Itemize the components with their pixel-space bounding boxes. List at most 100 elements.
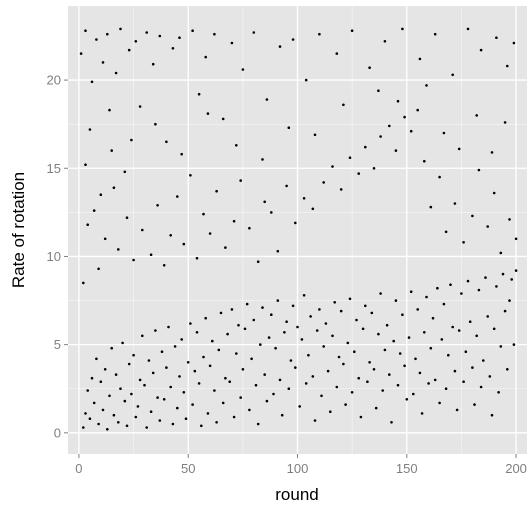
data-point: [302, 197, 306, 200]
data-point: [427, 382, 430, 385]
data-point: [388, 373, 391, 376]
data-point: [425, 84, 428, 87]
data-point: [322, 181, 326, 184]
data-point: [235, 352, 238, 355]
y-tick-label: 0: [54, 425, 61, 440]
data-point: [503, 121, 507, 124]
data-point: [173, 345, 177, 348]
data-point: [165, 140, 168, 144]
data-point: [364, 304, 367, 308]
data-point: [388, 124, 391, 128]
x-tick-label: 50: [181, 461, 195, 476]
data-point: [457, 147, 461, 151]
data-point: [239, 396, 242, 399]
data-point: [162, 398, 166, 401]
y-tick-label: 15: [47, 161, 61, 176]
data-point: [106, 32, 109, 36]
data-point: [79, 52, 83, 55]
data-point: [138, 378, 142, 382]
data-point: [204, 316, 207, 320]
data-point: [230, 41, 234, 45]
data-point: [398, 352, 402, 355]
data-point: [486, 225, 490, 228]
data-point: [455, 408, 459, 412]
data-point: [263, 373, 267, 376]
data-point: [442, 131, 446, 135]
data-point: [353, 350, 356, 354]
data-point: [191, 403, 194, 406]
data-point: [221, 117, 225, 121]
data-point: [381, 389, 385, 392]
data-point: [195, 256, 199, 260]
data-point: [119, 27, 122, 31]
data-point: [250, 357, 253, 361]
data-point: [372, 368, 376, 371]
data-point: [350, 391, 354, 394]
data-point: [272, 392, 275, 396]
data-point: [377, 332, 380, 336]
data-point: [154, 329, 157, 332]
data-point: [315, 329, 319, 332]
data-point: [339, 188, 343, 191]
data-point: [355, 318, 358, 322]
data-point: [127, 362, 131, 366]
data-point: [492, 191, 496, 195]
data-point: [195, 331, 199, 334]
data-point: [416, 108, 420, 112]
data-point: [285, 320, 288, 324]
data-point: [436, 286, 439, 290]
data-point: [221, 401, 225, 405]
data-point: [311, 375, 315, 378]
data-point: [136, 405, 140, 408]
data-point: [99, 380, 103, 384]
data-point: [291, 304, 295, 308]
data-point: [495, 36, 498, 39]
data-point: [506, 368, 509, 371]
data-point: [143, 383, 146, 387]
data-point: [348, 156, 352, 159]
data-point: [189, 174, 192, 177]
data-point: [230, 308, 234, 311]
data-point: [149, 253, 153, 256]
data-point: [348, 297, 352, 301]
data-point: [473, 403, 476, 406]
data-point: [479, 48, 483, 52]
data-point: [490, 413, 494, 417]
data-point: [276, 249, 280, 253]
data-point: [311, 207, 315, 211]
data-point: [162, 264, 166, 267]
data-point: [416, 308, 420, 311]
data-point: [119, 387, 122, 391]
data-point: [84, 29, 87, 32]
data-point: [298, 405, 302, 408]
data-point: [490, 151, 494, 154]
data-point: [477, 288, 481, 292]
data-point: [302, 294, 306, 297]
data-point: [484, 276, 487, 279]
data-point: [364, 145, 367, 149]
data-point: [171, 422, 175, 426]
data-point: [366, 380, 369, 384]
data-point: [309, 315, 312, 318]
data-point: [379, 135, 382, 138]
data-point: [256, 422, 260, 426]
data-point: [471, 214, 474, 218]
data-point: [331, 334, 334, 338]
data-point: [265, 399, 269, 403]
data-point: [252, 31, 256, 34]
data-point: [401, 27, 404, 31]
y-axis-title: Rate of rotation: [9, 172, 28, 288]
data-point: [503, 309, 507, 313]
data-point: [158, 34, 162, 38]
data-point: [241, 368, 245, 371]
data-point: [331, 165, 334, 168]
data-point: [110, 346, 113, 350]
data-point: [396, 383, 400, 387]
data-point: [263, 200, 267, 204]
data-point: [274, 346, 277, 350]
data-point: [112, 186, 116, 189]
data-point: [304, 78, 308, 82]
data-point: [423, 331, 426, 334]
data-point: [466, 27, 470, 31]
data-point: [178, 36, 181, 39]
